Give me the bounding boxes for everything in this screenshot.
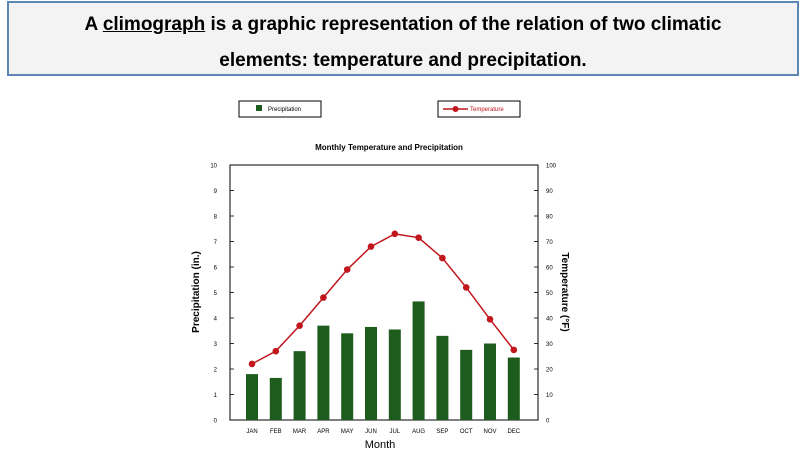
month-label: FEB — [270, 429, 282, 435]
precipitation-bar — [436, 335, 449, 420]
definition-term: climograph — [102, 14, 206, 35]
legend-item-precipitation: Precipitation — [238, 100, 322, 118]
precipitation-bar — [293, 351, 306, 420]
precipitation-bar — [507, 357, 520, 420]
precipitation-bar — [317, 325, 330, 420]
y-axis-right-label: Temperature (°F) — [559, 252, 570, 331]
left-tick-label: 7 — [214, 240, 218, 246]
temperature-point — [391, 230, 399, 238]
month-label: AUG — [412, 429, 425, 435]
left-tick-label: 0 — [214, 419, 218, 425]
temperature-point — [343, 266, 351, 273]
month-label: MAY — [341, 429, 354, 435]
month-label: APR — [317, 429, 330, 435]
precipitation-bar — [269, 377, 282, 420]
temperature-point — [296, 322, 303, 329]
temperature-point — [367, 243, 375, 250]
left-tick-label: 3 — [214, 342, 218, 348]
right-tick-label: 80 — [546, 215, 553, 221]
legend-box — [437, 100, 521, 118]
precipitation-bar — [412, 301, 425, 420]
month-label: MAR — [293, 429, 307, 435]
legend-item-temperature: Temperature — [437, 100, 521, 118]
right-tick-label: 60 — [546, 266, 553, 272]
left-tick-label: 5 — [214, 291, 218, 297]
right-tick-label: 100 — [546, 164, 557, 170]
month-label: JUL — [389, 429, 400, 435]
month-label: DEC — [507, 429, 520, 435]
left-tick-label: 10 — [210, 164, 217, 170]
right-tick-label: 40 — [546, 317, 553, 323]
left-tick-label: 8 — [214, 215, 218, 221]
month-label: JUN — [365, 429, 377, 435]
left-tick-label: 6 — [214, 266, 218, 272]
precipitation-bar — [341, 333, 354, 420]
definition-prefix: A — [84, 14, 103, 35]
legend: Precipitation Temperature — [238, 100, 521, 118]
y-axis-left-label: Precipitation (in.) — [191, 251, 202, 333]
right-tick-label: 90 — [546, 189, 553, 195]
precipitation-bars — [246, 301, 520, 420]
right-tick-label: 30 — [546, 342, 553, 348]
right-tick-label: 70 — [546, 240, 553, 246]
month-label: NOV — [483, 429, 496, 435]
precipitation-bar — [484, 343, 496, 420]
legend-point-swatch — [452, 106, 459, 112]
definition-banner: A climograph is a graphic representation… — [7, 1, 799, 76]
right-tick-label: 50 — [546, 291, 553, 297]
temperature-line-path — [251, 233, 515, 365]
left-tick-label: 1 — [214, 393, 218, 399]
precipitation-bar — [246, 374, 258, 420]
temperature-line — [248, 230, 518, 368]
chart-title: Monthly Temperature and Precipitation — [315, 143, 463, 152]
left-tick-label: 9 — [214, 189, 218, 195]
right-tick-label: 10 — [546, 393, 553, 399]
temperature-point — [272, 347, 280, 355]
legend-bar-swatch — [256, 105, 262, 111]
temperature-point — [415, 234, 422, 241]
x-axis-label: Month — [365, 439, 396, 451]
left-tick-label: 2 — [214, 368, 218, 374]
left-tick-label: 4 — [214, 317, 218, 323]
month-label: JAN — [246, 429, 257, 435]
precipitation-bar — [365, 326, 377, 420]
right-tick-label: 20 — [546, 368, 553, 374]
temperature-point — [510, 346, 518, 354]
definition-text: is a graphic representation of the relat… — [205, 14, 722, 35]
legend-label-temperature: Temperature — [470, 107, 504, 113]
month-label: OCT — [460, 429, 473, 435]
temperature-point — [248, 360, 256, 368]
definition-line-2: elements: temperature and precipitation. — [219, 50, 587, 71]
right-tick-label: 0 — [546, 419, 550, 425]
precipitation-bar — [460, 349, 473, 420]
definition-line-1: A climograph is a graphic representation… — [9, 7, 797, 43]
temperature-point — [462, 284, 470, 291]
precipitation-bar — [388, 329, 401, 420]
temperature-point — [439, 254, 446, 262]
legend-label-precipitation: Precipitation — [268, 107, 301, 113]
temperature-point — [320, 294, 327, 301]
month-labels: JAN FEB MAR APR MAY JUN JUL AUG SEP OCT NOV DEC — [246, 429, 520, 435]
month-label: SEP — [436, 429, 448, 435]
temperature-point — [486, 315, 494, 323]
